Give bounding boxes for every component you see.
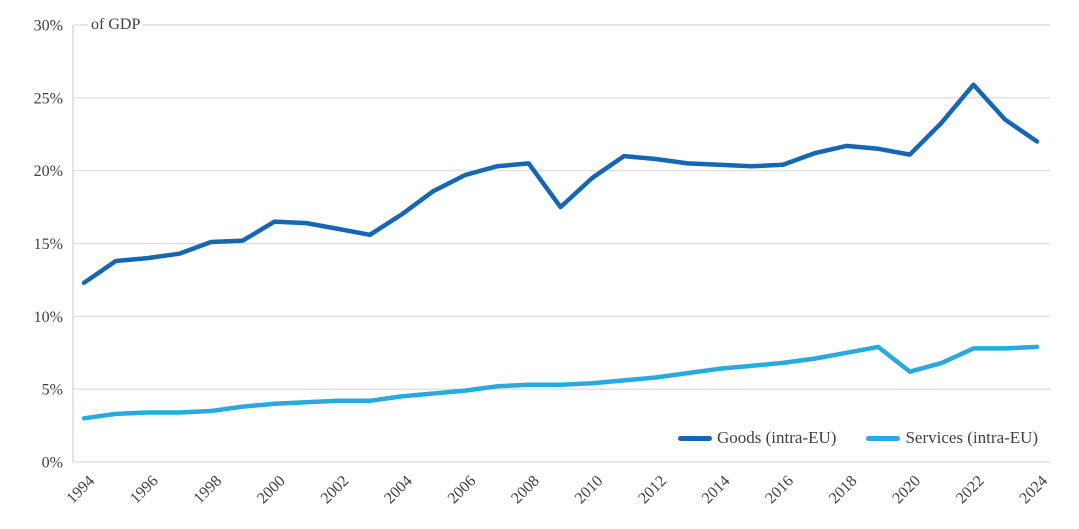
y-tick-label-10: 10% xyxy=(34,309,63,326)
goods-legend-label: Goods (intra-EU) xyxy=(717,428,837,447)
legend-item-services: Services (intra-EU) xyxy=(866,428,1038,448)
y-axis-unit-label: of GDP xyxy=(88,16,144,34)
x-tick-label-2008: 2008 xyxy=(508,472,543,507)
y-tick-label-30: 30% xyxy=(34,18,63,35)
legend-item-goods: Goods (intra-EU) xyxy=(678,428,836,448)
x-tick-label-2000: 2000 xyxy=(254,472,289,507)
y-tick-label-20: 20% xyxy=(34,163,63,180)
services-line xyxy=(81,344,1040,421)
x-tick-label-2016: 2016 xyxy=(762,472,797,507)
y-tick-label-0: 0% xyxy=(42,455,63,472)
x-tick-label-2018: 2018 xyxy=(826,472,861,507)
x-tick-label-1996: 1996 xyxy=(127,472,162,507)
y-tick-label-5: 5% xyxy=(42,382,63,399)
x-tick-label-1998: 1998 xyxy=(191,472,226,507)
x-tick-label-2020: 2020 xyxy=(889,472,924,507)
services-legend-label: Services (intra-EU) xyxy=(905,428,1039,447)
x-tick-label-2010: 2010 xyxy=(572,472,607,507)
legend: Goods (intra-EU) Services (intra-EU) xyxy=(678,428,1038,448)
x-tick-label-2002: 2002 xyxy=(318,472,353,507)
goods-line xyxy=(81,82,1040,286)
x-tick-label-2012: 2012 xyxy=(635,472,670,507)
x-tick-label-1994: 1994 xyxy=(63,472,98,507)
services-line-swatch xyxy=(866,435,901,441)
goods-line-swatch xyxy=(678,435,712,441)
y-tick-label-15: 15% xyxy=(34,236,63,253)
x-tick-label-2006: 2006 xyxy=(445,472,480,507)
y-tick-label-25: 25% xyxy=(34,90,63,107)
x-tick-label-2004: 2004 xyxy=(381,472,416,507)
x-tick-label-2014: 2014 xyxy=(699,472,734,507)
x-tick-label-2022: 2022 xyxy=(953,472,988,507)
x-tick-label-2024: 2024 xyxy=(1016,472,1051,507)
